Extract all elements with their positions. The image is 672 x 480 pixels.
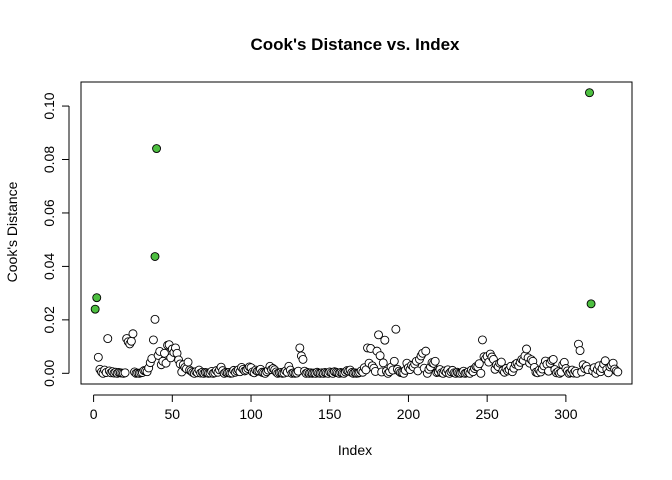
plot-area: [80, 81, 633, 385]
data-point: [496, 357, 506, 367]
data-point: [103, 334, 113, 344]
data-point: [375, 351, 385, 361]
influential-point: [152, 144, 162, 153]
data-point: [183, 357, 193, 367]
data-point: [128, 329, 138, 339]
influential-point: [90, 304, 100, 314]
y-tick-label: 0.10: [41, 92, 57, 119]
data-point: [476, 368, 486, 378]
y-tick-label: 0.00: [41, 359, 57, 386]
influential-point: [586, 299, 596, 309]
data-point: [295, 343, 305, 353]
x-axis-label: Index: [338, 442, 372, 458]
influential-point: [150, 252, 160, 261]
x-tick-label: 150: [318, 406, 342, 422]
data-point: [522, 344, 531, 354]
data-point: [477, 335, 487, 345]
y-axis: 0.00 0.02 0.04 0.06 0.08 0.10: [41, 92, 70, 387]
data-point: [298, 354, 308, 364]
data-point: [613, 367, 623, 377]
x-tick-label: 200: [397, 406, 421, 422]
influential-point: [92, 293, 102, 303]
data-point: [474, 359, 484, 369]
data-point: [378, 358, 388, 368]
y-tick-label: 0.04: [41, 253, 57, 280]
x-tick-label: 250: [475, 406, 499, 422]
data-point: [430, 356, 440, 366]
data-point: [389, 356, 399, 366]
data-point: [93, 352, 103, 362]
x-tick-label: 100: [239, 406, 263, 422]
data-point: [575, 346, 585, 356]
data-point: [391, 324, 401, 334]
chart-title: Cook's Distance vs. Index: [250, 35, 460, 54]
data-point: [600, 356, 610, 366]
data-point: [159, 348, 169, 358]
data-point: [548, 354, 558, 364]
data-point: [148, 335, 158, 345]
y-tick-label: 0.02: [41, 306, 57, 333]
y-tick-label: 0.08: [41, 146, 57, 173]
data-point: [150, 314, 160, 324]
data-point: [380, 335, 390, 345]
influential-point: [585, 88, 594, 98]
x-tick-label: 300: [554, 406, 578, 422]
data-point: [421, 346, 431, 356]
y-tick-label: 0.06: [41, 199, 57, 226]
data-points: [90, 88, 623, 378]
data-point: [120, 368, 130, 378]
x-tick-label: 0: [90, 406, 98, 422]
y-axis-label: Cook's Distance: [4, 181, 20, 282]
data-point: [126, 336, 136, 346]
x-tick-label: 50: [165, 406, 181, 422]
data-point: [374, 330, 383, 340]
x-axis: 0 50 100 150 200 250 300: [90, 394, 578, 422]
